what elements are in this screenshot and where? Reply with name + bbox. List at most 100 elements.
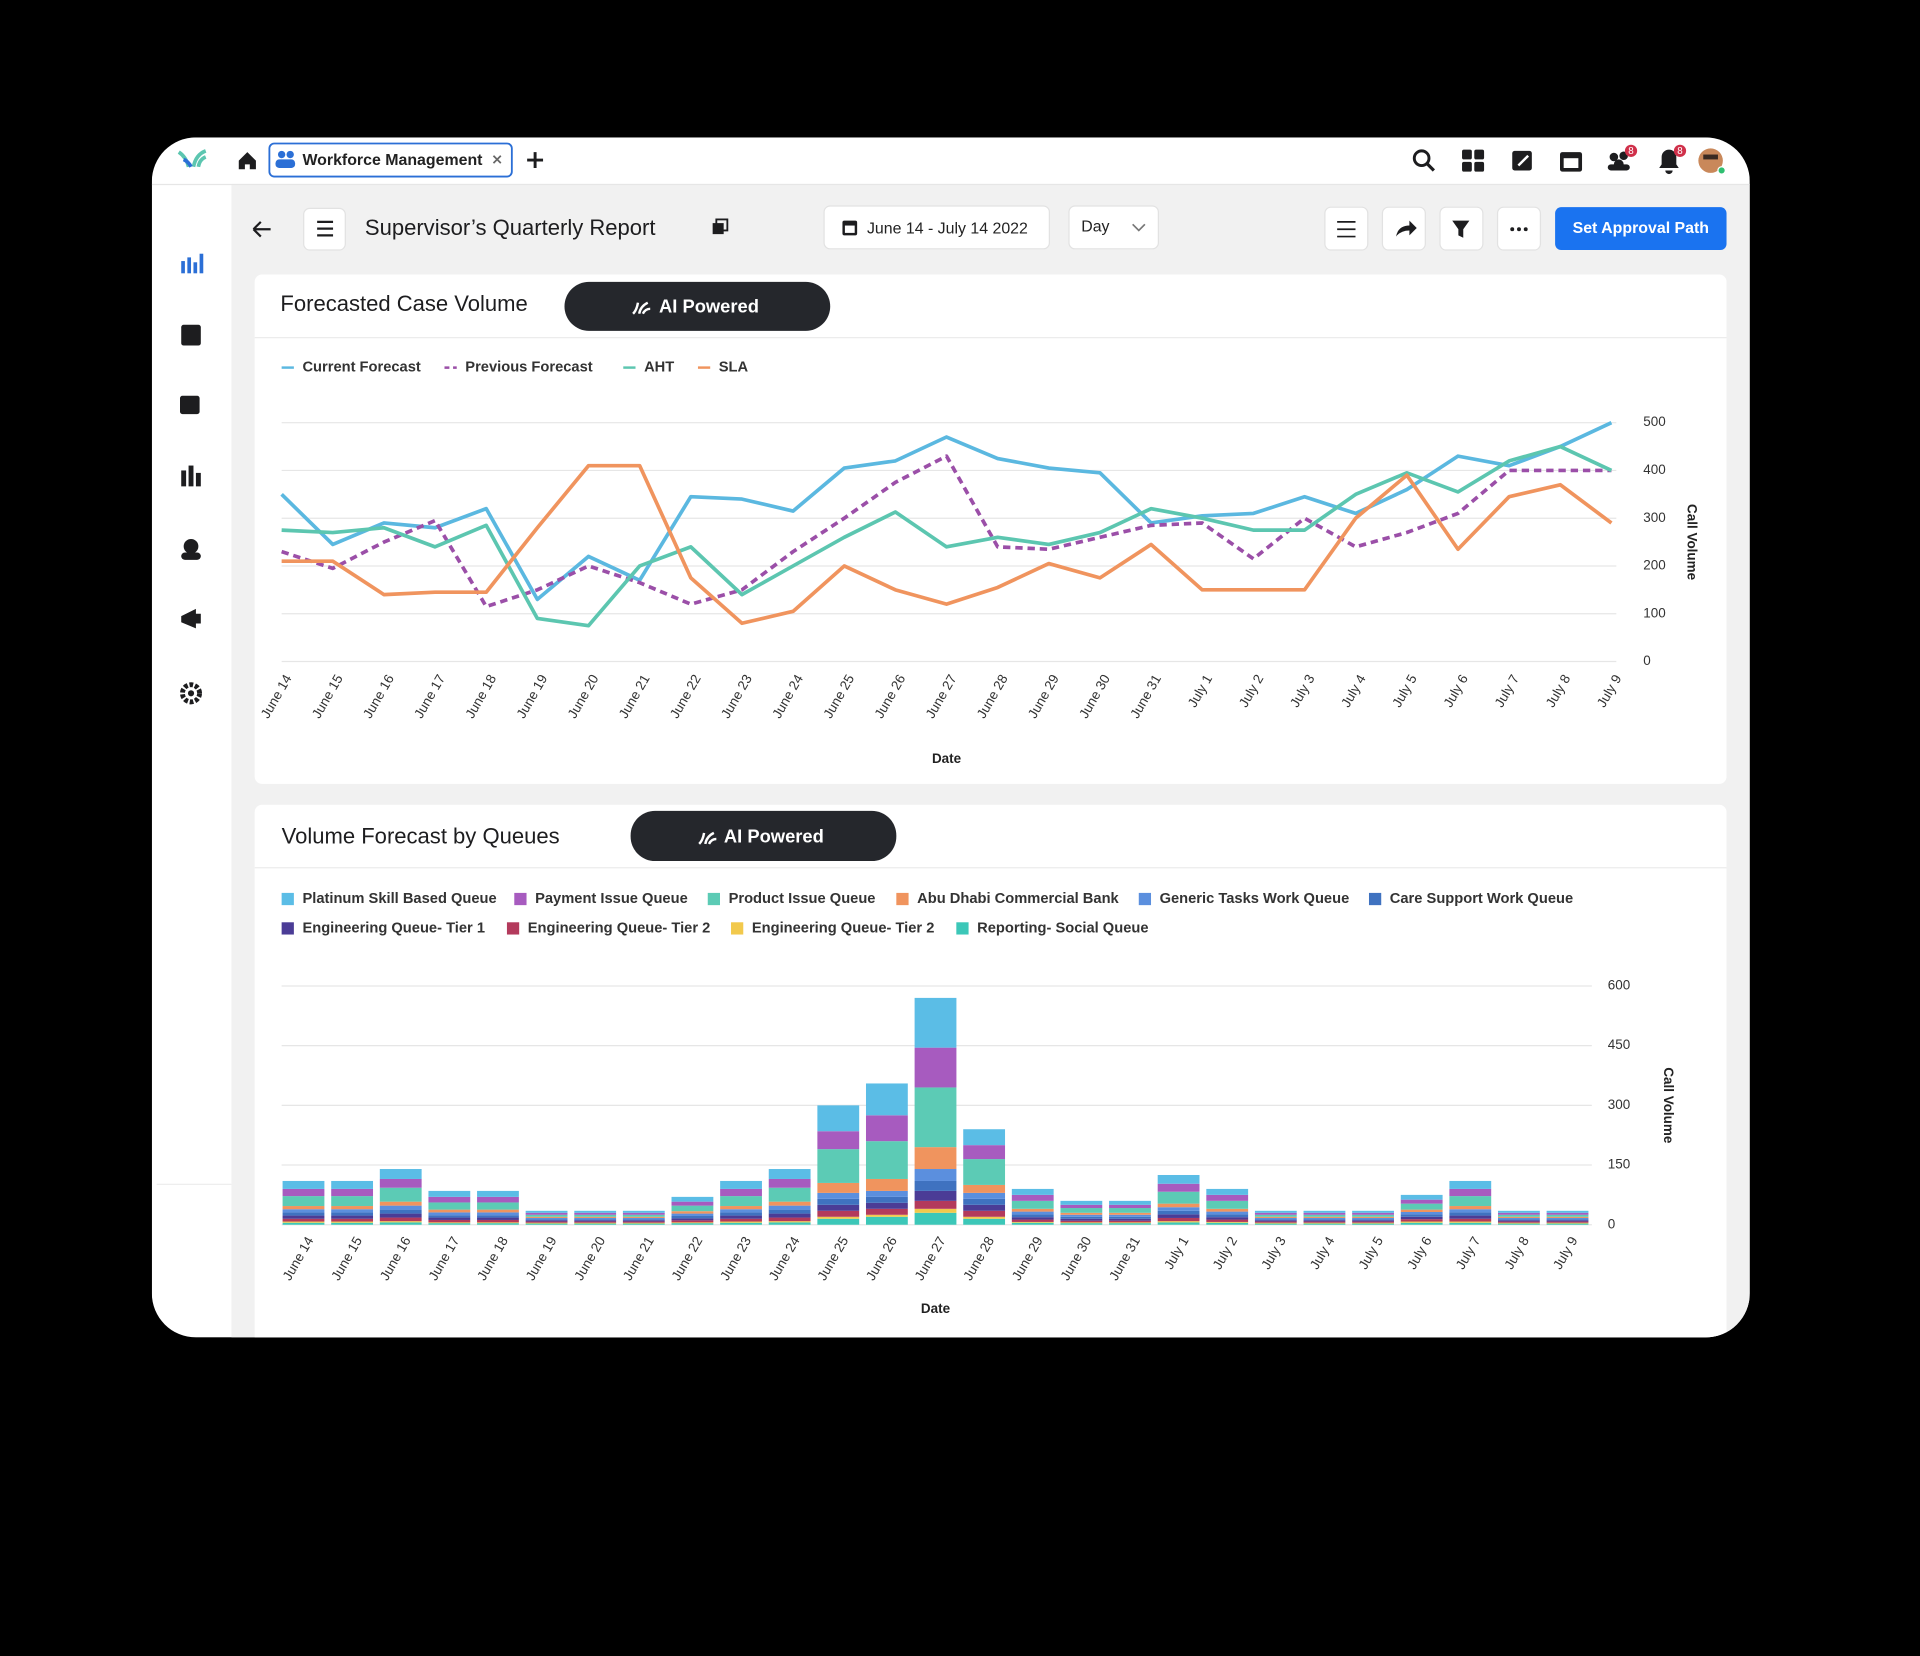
- tab-close[interactable]: [492, 155, 502, 164]
- bar-segment: [1060, 1204, 1103, 1209]
- bar-segment: [1546, 1219, 1589, 1221]
- compose-icon[interactable]: [1512, 150, 1532, 171]
- bar-segment: [574, 1223, 617, 1225]
- legend-swatch: [956, 922, 969, 935]
- date-range-button[interactable]: [823, 205, 1050, 250]
- y-tick-label: 600: [1608, 978, 1630, 993]
- bar-segment: [1400, 1199, 1443, 1204]
- bar-segment: [817, 1204, 860, 1211]
- bar-segment: [1498, 1216, 1540, 1218]
- sidebar: [180, 253, 204, 705]
- report-icon[interactable]: [712, 218, 729, 235]
- bar-segment: [574, 1212, 617, 1215]
- search-icon[interactable]: [1412, 149, 1436, 172]
- back-button[interactable]: [252, 221, 271, 238]
- ai-badge[interactable]: [564, 281, 831, 331]
- bar-segment: [525, 1214, 568, 1217]
- badge: [1673, 144, 1687, 157]
- bar-segment: [525, 1221, 568, 1223]
- bar-segment: [1498, 1223, 1540, 1225]
- ai-badge[interactable]: [630, 810, 897, 862]
- bell-icon[interactable]: [1659, 149, 1679, 175]
- logo[interactable]: [177, 149, 207, 168]
- bar-segment: [768, 1201, 811, 1206]
- bar-segment: [282, 1206, 325, 1210]
- approval-button[interactable]: [1555, 207, 1727, 251]
- bar-segment: [1011, 1217, 1054, 1220]
- nav-schedule[interactable]: [180, 395, 200, 415]
- legend-swatch: [731, 922, 744, 935]
- legend-label: AHT: [644, 359, 674, 375]
- bar-segment: [1498, 1212, 1540, 1215]
- legend-label: Engineering Queue- Tier 2: [752, 920, 935, 936]
- bar-segment: [768, 1217, 811, 1222]
- bar-segment: [379, 1221, 422, 1223]
- bar-segment: [1254, 1219, 1297, 1221]
- bar-segment: [963, 1218, 1006, 1225]
- apps-icon[interactable]: [1462, 149, 1485, 172]
- bar-segment: [865, 1208, 908, 1215]
- badge-count: 8: [1628, 146, 1634, 157]
- bar-segment: [331, 1218, 374, 1222]
- bar-segment: [1546, 1222, 1589, 1224]
- dropdown-caret: [1132, 223, 1146, 232]
- new-tab[interactable]: [527, 152, 544, 169]
- bar-segment: [1303, 1219, 1346, 1221]
- bar-segment: [525, 1217, 568, 1220]
- bar-segment: [1254, 1210, 1297, 1213]
- bar-segment: [720, 1215, 762, 1219]
- bar-segment: [622, 1210, 665, 1213]
- nav-analytics[interactable]: [181, 253, 204, 274]
- bar-segment: [1011, 1208, 1054, 1212]
- y-tick-label: 0: [1643, 653, 1650, 668]
- bar-segment: [428, 1215, 471, 1218]
- bar-segment: [671, 1220, 714, 1223]
- team-icon[interactable]: [1607, 151, 1630, 171]
- bar-segment: [622, 1219, 665, 1221]
- calendar-icon[interactable]: [1560, 152, 1583, 172]
- bar-segment: [379, 1169, 422, 1179]
- nav-reports[interactable]: [181, 465, 201, 487]
- bar-segment: [574, 1217, 617, 1220]
- bar-segment: [282, 1221, 325, 1223]
- y-tick-label: 0: [1608, 1216, 1615, 1231]
- x-axis-label: Date: [921, 1301, 951, 1316]
- bar-segment: [428, 1223, 471, 1225]
- bar-segment: [1254, 1220, 1297, 1222]
- bar-segment: [379, 1213, 422, 1218]
- legend-label: Abu Dhabi Commercial Bank: [917, 891, 1119, 907]
- bar-segment: [1206, 1208, 1249, 1212]
- bar-segment: [1254, 1223, 1297, 1225]
- bar-segment: [428, 1209, 471, 1213]
- bar-segment: [1060, 1222, 1103, 1224]
- bar-segment: [914, 1087, 957, 1148]
- avatar[interactable]: [1698, 148, 1726, 175]
- nav-agents[interactable]: [181, 539, 201, 560]
- bar-segment: [282, 1196, 325, 1207]
- bar-segment: [1352, 1214, 1394, 1217]
- bar-segment: [282, 1218, 325, 1222]
- bar-segment: [574, 1221, 617, 1223]
- bar-segment: [331, 1212, 374, 1216]
- bar-segment: [865, 1196, 908, 1203]
- bar-segment: [622, 1222, 665, 1224]
- nav-campaigns[interactable]: [181, 608, 201, 629]
- bar-segment: [865, 1190, 908, 1197]
- bar-segment: [1011, 1200, 1054, 1209]
- bar-segment: [1109, 1212, 1151, 1215]
- bar-segment: [963, 1192, 1006, 1199]
- nav-contacts[interactable]: [181, 324, 201, 346]
- bar-segment: [1109, 1208, 1151, 1213]
- nav-settings[interactable]: [180, 682, 203, 705]
- bar-segment: [1449, 1209, 1492, 1213]
- bar-segment: [622, 1217, 665, 1220]
- bar-segment: [1206, 1188, 1249, 1195]
- line-series: [280, 421, 1613, 602]
- bar-segment: [1449, 1206, 1492, 1210]
- bar-segment: [1400, 1219, 1443, 1222]
- bar-segment: [1109, 1220, 1151, 1223]
- tab[interactable]: [268, 142, 513, 178]
- bar-segment: [720, 1196, 762, 1207]
- granularity-dropdown[interactable]: [1068, 205, 1159, 250]
- y-axis-label: Call Volume: [1684, 504, 1699, 581]
